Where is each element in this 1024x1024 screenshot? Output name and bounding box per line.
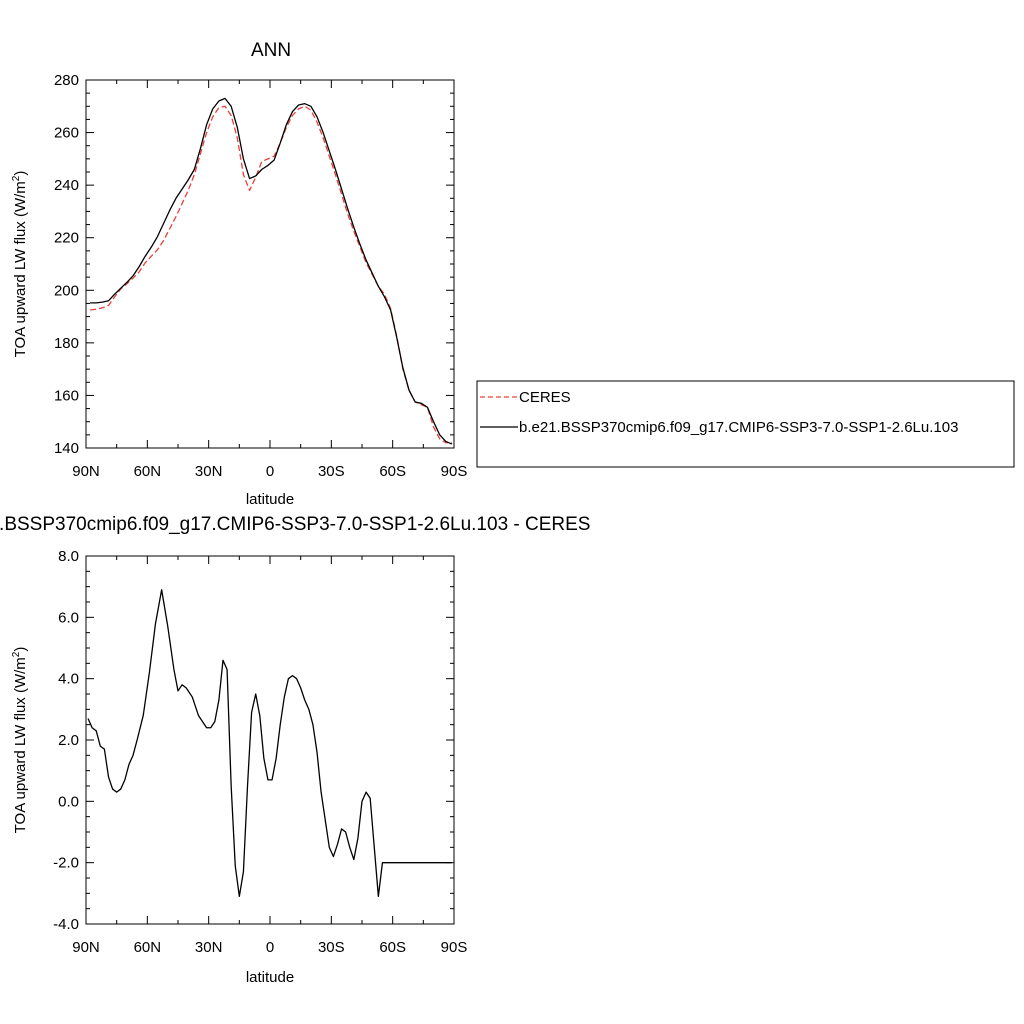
y-tick-label: 200 xyxy=(54,282,79,299)
x-tick-label: 30S xyxy=(318,463,345,480)
x-tick-label: 60N xyxy=(134,939,162,956)
bottom-y-axis-title: TOA upward LW flux (W/m2) xyxy=(11,647,29,834)
y-tick-label: 260 xyxy=(54,125,79,142)
x-tick-label: 30N xyxy=(195,463,223,480)
bottom-x-axis-title: latitude xyxy=(246,969,294,986)
y-tick-label: 280 xyxy=(54,72,79,89)
x-tick-label: 60N xyxy=(134,463,162,480)
top-series-lines xyxy=(90,97,453,445)
legend: CERES b.e21.BSSP370cmip6.f09_g17.CMIP6-S… xyxy=(476,380,1015,468)
y-tick-label: 240 xyxy=(54,177,79,194)
x-tick-label: 90N xyxy=(72,463,100,480)
bottom-series-lines xyxy=(87,589,452,898)
y-tick-label: 220 xyxy=(54,230,79,247)
y-tick-label: 180 xyxy=(54,335,79,352)
x-tick-label: 60S xyxy=(379,939,406,956)
bottom-plot-frame xyxy=(85,555,455,925)
y-tick-label: 2.0 xyxy=(58,732,79,749)
y-tick-label: 4.0 xyxy=(58,671,79,688)
y-tick-label: 6.0 xyxy=(58,609,79,626)
legend-label-model: b.e21.BSSP370cmip6.f09_g17.CMIP6-SSP3-7.… xyxy=(519,419,958,436)
top-chart-title: ANN xyxy=(251,40,291,61)
top-y-axis-title: TOA upward LW flux (W/m2) xyxy=(11,171,29,358)
x-tick-label: 0 xyxy=(266,939,274,956)
x-tick-label: 30S xyxy=(318,939,345,956)
x-tick-label: 90S xyxy=(441,939,468,956)
x-tick-label: 60S xyxy=(379,463,406,480)
y-tick-label: 140 xyxy=(54,440,79,457)
legend-label-ceres: CERES xyxy=(519,389,571,406)
x-tick-label: 90N xyxy=(72,939,100,956)
x-tick-label: 0 xyxy=(266,463,274,480)
bottom-axis-ticks: 90N 60N 30N 0 30S 60S 90S -4.0 -2.0 0.0 2.0 4.0 6.0 8… xyxy=(53,548,467,956)
y-tick-label: 8.0 xyxy=(58,548,79,565)
y-tick-label: -4.0 xyxy=(53,916,79,933)
top-x-axis-title: latitude xyxy=(246,491,294,508)
top-panel: ANN 90N 60N 30N 0 30S 60S 90S 140 160 180 200 220 24… xyxy=(11,40,467,508)
x-tick-label: 30N xyxy=(195,939,223,956)
y-tick-label: 160 xyxy=(54,387,79,404)
y-tick-label: -2.0 xyxy=(53,855,79,872)
x-tick-label: 90S xyxy=(441,463,468,480)
difference-series-line xyxy=(87,589,452,898)
ceres-series-line xyxy=(90,105,452,444)
legend-box xyxy=(476,380,1015,468)
y-tick-label: 0.0 xyxy=(58,793,79,810)
bottom-chart-title: b.e21.BSSP370cmip6.f09_g17.CMIP6-SSP3-7.… xyxy=(0,514,590,535)
top-axis-ticks: 90N 60N 30N 0 30S 60S 90S 140 160 180 200 220 240 260… xyxy=(54,72,467,480)
bottom-panel: b.e21.BSSP370cmip6.f09_g17.CMIP6-SSP3-7.… xyxy=(0,514,590,986)
model-series-line xyxy=(90,97,453,445)
